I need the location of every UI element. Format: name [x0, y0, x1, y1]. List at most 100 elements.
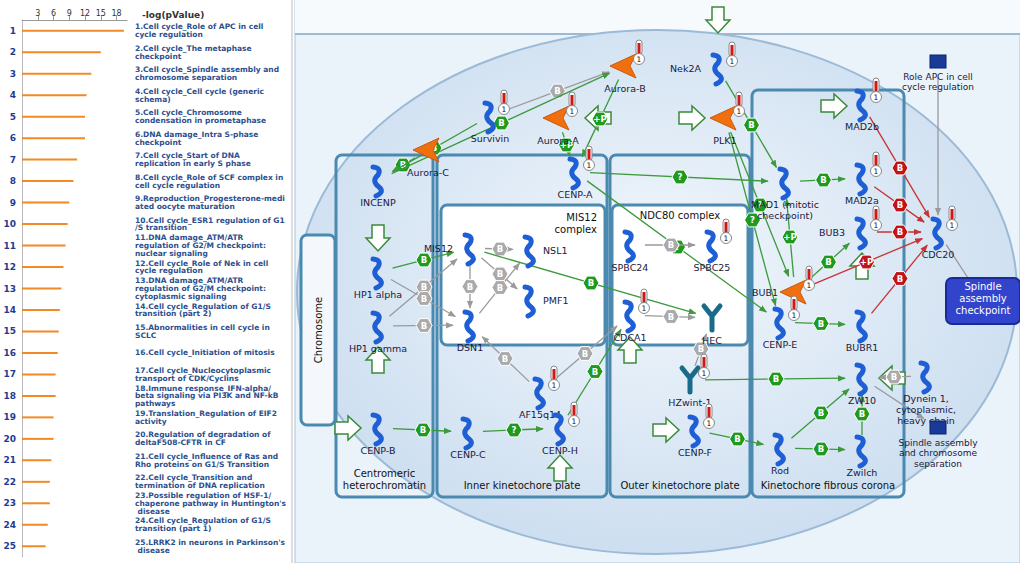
svg-text:Rod: Rod [771, 465, 789, 476]
svg-text:12: 12 [80, 9, 90, 18]
svg-text:25: 25 [3, 541, 16, 551]
svg-text:13: 13 [3, 284, 16, 294]
svg-text:B: B [421, 294, 427, 304]
svg-text:B: B [818, 444, 824, 454]
svg-text:B: B [497, 244, 503, 254]
svg-text:HP1 alpha: HP1 alpha [354, 289, 402, 300]
svg-text:B: B [592, 367, 598, 377]
svg-text:CENP-A: CENP-A [558, 189, 593, 200]
svg-text:Aurora-A: Aurora-A [537, 135, 579, 146]
svg-text:1: 1 [874, 221, 879, 230]
svg-text:6: 6 [51, 9, 56, 18]
svg-text:CENP-H: CENP-H [542, 445, 578, 456]
svg-text:1: 1 [874, 167, 879, 176]
svg-text:MAD1 (mitoticcheckpoint): MAD1 (mitoticcheckpoint) [751, 199, 819, 221]
svg-text:pathways: pathways [135, 399, 176, 408]
svg-text:checkpoint: checkpoint [135, 138, 182, 147]
svg-text:15: 15 [96, 9, 106, 18]
svg-text:B: B [421, 282, 427, 292]
svg-text:?: ? [678, 172, 683, 182]
svg-text:ZW10: ZW10 [848, 395, 876, 406]
svg-text:B: B [554, 86, 560, 96]
svg-text:1: 1 [552, 381, 557, 390]
svg-text:19: 19 [3, 412, 16, 422]
svg-text:Nek2A: Nek2A [670, 63, 701, 74]
svg-text:HP1 gamma: HP1 gamma [349, 343, 407, 354]
svg-text:1: 1 [730, 57, 735, 66]
svg-text:deltaF508-CFTR in CF: deltaF508-CFTR in CF [135, 438, 226, 447]
svg-text:cycle regulation: cycle regulation [135, 266, 203, 275]
svg-text:18: 18 [3, 391, 16, 401]
svg-text:22: 22 [3, 477, 16, 487]
svg-text:SPBC24: SPBC24 [612, 262, 649, 273]
svg-text:?: ? [512, 425, 517, 435]
svg-text:DSN1: DSN1 [457, 342, 484, 353]
svg-text:replication in early S phase: replication in early S phase [135, 159, 251, 168]
svg-text:nuclear signaling: nuclear signaling [135, 249, 208, 258]
svg-text:MIS12: MIS12 [424, 243, 453, 254]
svg-text:Role APC in cellcycle regulati: Role APC in cellcycle regulation [902, 72, 974, 92]
svg-text:3: 3 [35, 9, 40, 18]
svg-text:transport of CDK/Cyclins: transport of CDK/Cyclins [135, 374, 239, 383]
svg-text:21: 21 [3, 455, 16, 465]
svg-text:10: 10 [3, 219, 16, 229]
svg-text:BUBR1: BUBR1 [846, 342, 879, 353]
svg-text:1: 1 [874, 93, 879, 102]
svg-text:BUB3: BUB3 [819, 227, 845, 238]
svg-text:CENP-C: CENP-C [450, 449, 486, 460]
svg-text:B: B [582, 349, 588, 359]
svg-text:B: B [818, 408, 824, 418]
svg-text:1: 1 [737, 107, 742, 116]
svg-text:1: 1 [572, 417, 577, 426]
svg-text:cycle regulation: cycle regulation [135, 30, 203, 39]
svg-text:B: B [421, 255, 427, 265]
svg-text:16.Cell cycle_Initiation of mi: 16.Cell cycle_Initiation of mitosis [135, 348, 275, 357]
svg-text:ated oocyte maturation: ated oocyte maturation [135, 202, 235, 211]
svg-text:1: 1 [587, 161, 592, 170]
svg-text:B: B [897, 200, 903, 210]
svg-text:1: 1 [724, 234, 729, 243]
svg-text:1: 1 [807, 281, 812, 290]
svg-text:cell cycle regulation: cell cycle regulation [135, 181, 220, 190]
svg-text:B: B [420, 425, 426, 435]
svg-text:B: B [825, 257, 831, 267]
svg-text:B: B [497, 269, 503, 279]
svg-text:B: B [818, 319, 824, 329]
svg-text:SCLC: SCLC [135, 331, 157, 340]
svg-text:HZwint-1: HZwint-1 [668, 397, 711, 408]
svg-text:activity: activity [135, 417, 167, 426]
svg-text:16: 16 [3, 348, 16, 358]
svg-text:Outer kinetochore plate: Outer kinetochore plate [620, 480, 739, 491]
svg-text:transition (part 1): transition (part 1) [135, 524, 211, 533]
svg-text:checkpoint: checkpoint [135, 52, 182, 61]
svg-text:Rho proteins on G1/S Transitio: Rho proteins on G1/S Transition [135, 460, 269, 469]
svg-text:20: 20 [3, 434, 16, 444]
svg-text:8: 8 [10, 176, 16, 186]
svg-text:1: 1 [10, 26, 16, 36]
svg-text:B: B [668, 312, 674, 322]
svg-text:CENP-B: CENP-B [361, 445, 396, 456]
svg-text:PMF1: PMF1 [543, 295, 568, 306]
svg-text:Zwilch: Zwilch [847, 467, 878, 478]
svg-text:9: 9 [10, 198, 16, 208]
svg-text:B: B [897, 163, 903, 173]
svg-text:SPBC25: SPBC25 [694, 262, 731, 273]
svg-text:B: B [498, 118, 504, 128]
svg-text:B: B [897, 274, 903, 284]
svg-text:Centromericheterochromatin: Centromericheterochromatin [343, 468, 426, 491]
svg-text:1: 1 [642, 304, 647, 313]
svg-text:17: 17 [3, 369, 16, 379]
svg-text:1: 1 [950, 221, 955, 230]
svg-text:/S transition: /S transition [135, 223, 187, 232]
svg-text:CENP-F: CENP-F [678, 447, 712, 458]
svg-text:1: 1 [637, 55, 642, 64]
svg-text:B: B [497, 283, 503, 293]
svg-text:disease: disease [135, 507, 170, 516]
svg-text:condensation in prometaphase: condensation in prometaphase [135, 116, 266, 125]
svg-text:termination of DNA replication: termination of DNA replication [135, 481, 265, 490]
svg-text:B: B [668, 240, 674, 250]
svg-text:15: 15 [3, 326, 16, 336]
svg-text:1: 1 [707, 419, 712, 428]
svg-text:transition (part 2): transition (part 2) [135, 309, 211, 318]
svg-text:9: 9 [67, 9, 72, 18]
